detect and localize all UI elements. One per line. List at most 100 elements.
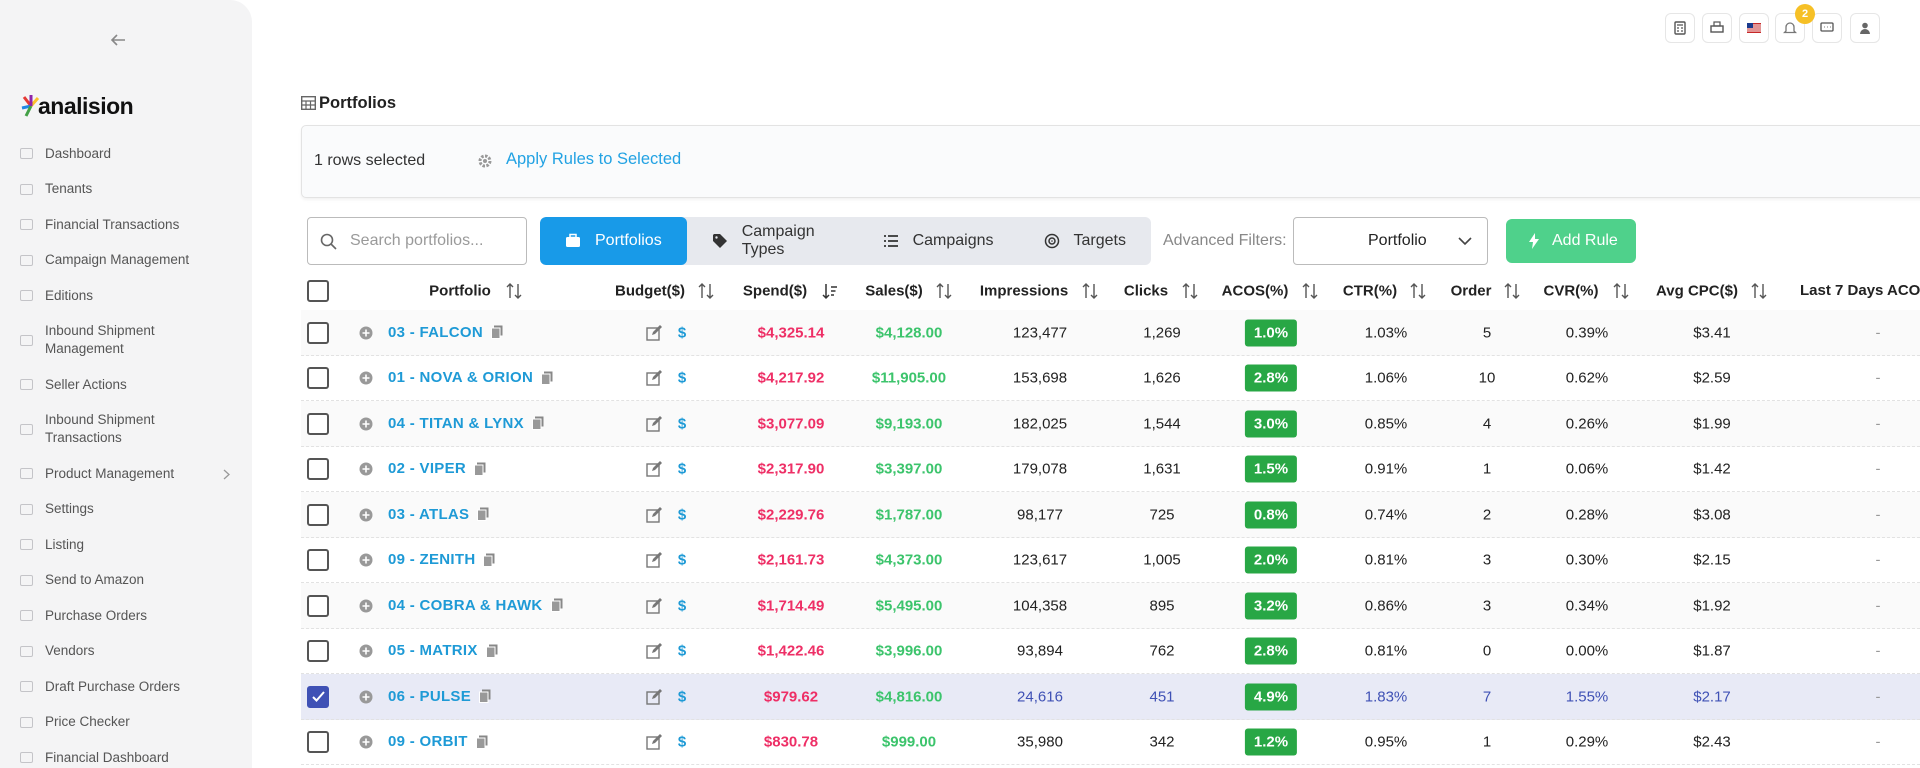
column-header[interactable]: Spend($): [742, 282, 808, 300]
column-header[interactable]: Budget($): [615, 282, 685, 300]
nav-item[interactable]: Send to Amazon: [0, 563, 252, 599]
budget-dollar-button[interactable]: $: [677, 460, 687, 478]
nav-icon: [20, 681, 33, 693]
column-header[interactable]: ACOS(%): [1221, 282, 1289, 300]
row-checkbox[interactable]: [307, 367, 329, 389]
budget-dollar-button[interactable]: $: [677, 597, 687, 614]
chevron: [223, 469, 230, 480]
column-header[interactable]: Avg CPC($): [1656, 282, 1738, 300]
header-icon-button[interactable]: [1812, 13, 1842, 43]
portfolio-link[interactable]: 03 - ATLAS: [388, 505, 470, 523]
cvr-value: 0.30%: [1565, 551, 1609, 569]
budget-dollar-button[interactable]: $: [677, 642, 687, 660]
row-checkbox[interactable]: [307, 321, 329, 344]
nav-item[interactable]: Financial Transactions: [0, 207, 252, 243]
nav-item[interactable]: Inbound Shipment Transactions: [0, 403, 252, 457]
sales-value: $3,397.00: [875, 460, 943, 478]
sales-value: $4,816.00: [875, 688, 943, 705]
portfolio-link[interactable]: 04 - COBRA & HAWK: [388, 596, 543, 614]
row-checkbox[interactable]: [307, 549, 329, 571]
nav-label: Campaign Management: [45, 252, 190, 268]
header-icon-button[interactable]: [1702, 13, 1732, 43]
spend-value: $4,217.92: [757, 369, 825, 387]
row-checkbox[interactable]: [307, 412, 329, 435]
logo[interactable]: analision: [38, 93, 134, 119]
view-tab[interactable]: Campaigns: [858, 217, 1019, 265]
nav-item[interactable]: Dashboard: [0, 136, 252, 172]
portfolio-link[interactable]: 09 - ORBIT: [388, 733, 468, 750]
collapse-button[interactable]: [110, 33, 126, 47]
header-icon-button[interactable]: [1739, 13, 1769, 43]
column-header[interactable]: Clicks: [1123, 282, 1169, 300]
column-header[interactable]: Last 7 Days ACOS: [1800, 282, 1920, 299]
acos-value: 2.8%: [1244, 637, 1298, 665]
portfolio-link[interactable]: 03 - FALCON: [388, 323, 483, 341]
sort-icon: [506, 283, 522, 299]
portfolio-link[interactable]: 09 - ZENITH: [388, 551, 476, 568]
header-icon-button[interactable]: [1850, 13, 1880, 43]
row-checkbox[interactable]: [307, 503, 329, 526]
column-header[interactable]: CVR(%): [1543, 282, 1599, 300]
cvr-cell: 0.28%: [1566, 506, 1609, 523]
column-header[interactable]: Sales($): [865, 282, 923, 300]
ctr-cell: 1.03%: [1365, 324, 1408, 341]
portfolio-link[interactable]: 02 - VIPER: [388, 460, 467, 477]
nav-item[interactable]: Purchase Orders: [0, 598, 252, 634]
nav-item[interactable]: Inbound Shipment Management: [0, 314, 252, 368]
column-header[interactable]: Portfolio: [429, 282, 491, 300]
nav-item[interactable]: Tenants: [0, 172, 252, 208]
select-all-checkbox[interactable]: [307, 280, 329, 302]
table-row: [301, 628, 1920, 674]
budget-dollar-button[interactable]: $: [677, 688, 687, 705]
row-checkbox[interactable]: [307, 594, 329, 617]
row-checkbox[interactable]: [307, 685, 329, 708]
nav-item[interactable]: Seller Actions: [0, 367, 252, 403]
order-value: 1: [1482, 460, 1492, 478]
column-header[interactable]: Order: [1450, 282, 1492, 300]
clicks-cell: 1,631: [1143, 461, 1181, 478]
search-box[interactable]: Search portfolios...: [307, 217, 527, 265]
column-header[interactable]: CTR(%): [1342, 282, 1398, 300]
sales-value: $9,193.00: [875, 415, 943, 432]
budget-dollar-button[interactable]: $: [677, 733, 687, 751]
nav-item[interactable]: Vendors: [0, 634, 252, 670]
nav-item[interactable]: Draft Purchase Orders: [0, 669, 252, 705]
budget-dollar-button[interactable]: $: [677, 551, 687, 569]
nav-item[interactable]: Campaign Management: [0, 243, 252, 279]
nav-icon: [20, 752, 33, 764]
portfolio-link[interactable]: 05 - MATRIX: [388, 642, 478, 659]
filter-select[interactable]: Portfolio: [1293, 217, 1488, 265]
ctr-cell: 1.83%: [1365, 688, 1408, 705]
row-checkbox[interactable]: [307, 731, 329, 753]
row-checkbox[interactable]: [307, 640, 329, 662]
budget-dollar-button[interactable]: $: [677, 369, 687, 387]
portfolio-link[interactable]: 06 - PULSE: [388, 687, 472, 705]
column-header[interactable]: Impressions: [979, 282, 1069, 300]
header-icon: [1710, 21, 1724, 33]
view-tab[interactable]: Portfolios: [540, 217, 687, 265]
view-tab[interactable]: Campaign Types: [687, 217, 858, 265]
header-icon-button[interactable]: [1665, 13, 1695, 43]
order-value: 0: [1482, 642, 1492, 660]
budget-dollar-button[interactable]: $: [677, 506, 687, 523]
budget-dollar-button[interactable]: $: [677, 324, 687, 341]
budget-dollar-button[interactable]: $: [677, 415, 687, 432]
portfolio-link[interactable]: 04 - TITAN & LYNX: [388, 414, 524, 432]
row-checkbox[interactable]: [307, 458, 329, 480]
view-tab[interactable]: Targets: [1019, 217, 1151, 265]
nav-item[interactable]: Product Management: [0, 456, 252, 492]
avg-cpc-value: $2.59: [1693, 369, 1731, 387]
nav-icon: [20, 290, 33, 302]
nav-item[interactable]: Financial Dashboard: [0, 740, 252, 768]
nav-item[interactable]: Editions: [0, 278, 252, 314]
nav-item[interactable]: Listing: [0, 527, 252, 563]
nav-item[interactable]: Settings: [0, 492, 252, 528]
order-value: 4: [1482, 415, 1492, 432]
add-rule-button[interactable]: Add Rule: [1506, 219, 1636, 263]
portfolio-link[interactable]: 01 - NOVA & ORION: [388, 369, 534, 386]
ctr-cell: 1.06%: [1365, 370, 1408, 387]
nav-item[interactable]: Price Checker: [0, 705, 252, 741]
apply-rules-button[interactable]: Apply Rules to Selected: [506, 150, 682, 168]
sales-cell: $1,787.00: [876, 506, 943, 523]
spend-value: $2,317.90: [757, 460, 825, 478]
